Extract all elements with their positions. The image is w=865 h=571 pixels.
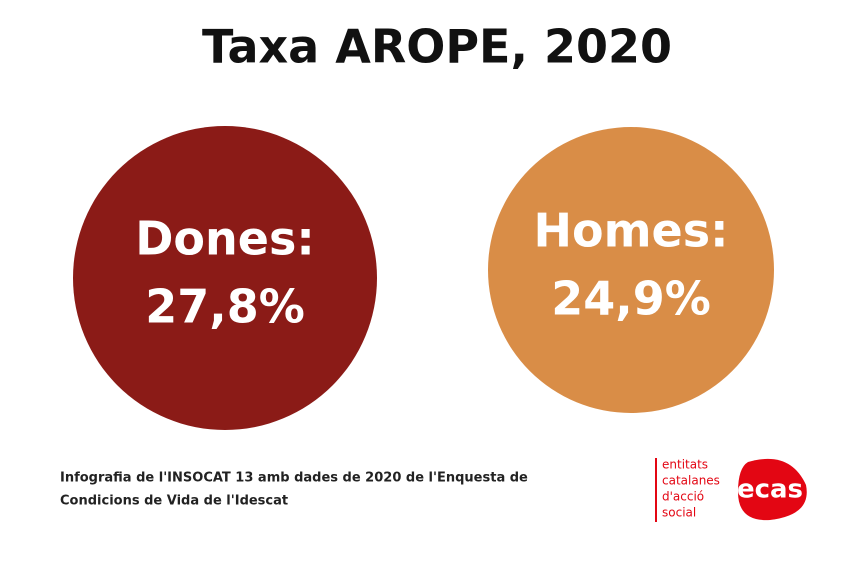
circle-value: 27,8%	[145, 280, 305, 334]
footer-line: Condicions de Vida de l'Idescat	[60, 494, 288, 509]
logo-bar	[655, 458, 657, 522]
circle-label: Dones:	[135, 212, 315, 266]
title: Taxa AROPE, 2020	[202, 20, 672, 74]
circle-value: 24,9%	[551, 272, 711, 326]
logo-mark: ecas	[737, 475, 803, 505]
circle-label: Homes:	[533, 204, 728, 258]
logo-text: catalanes	[662, 474, 720, 488]
circle	[73, 126, 377, 430]
footer-line: Infografia de l'INSOCAT 13 amb dades de …	[60, 471, 528, 486]
logo-blob	[738, 458, 807, 521]
logo-text: social	[662, 506, 696, 520]
circle	[488, 127, 774, 413]
circles: Dones: 27,8% Homes: 24,9%	[73, 126, 774, 430]
logo-text: d'acció	[662, 490, 704, 504]
logo-text: entitats	[662, 458, 708, 472]
